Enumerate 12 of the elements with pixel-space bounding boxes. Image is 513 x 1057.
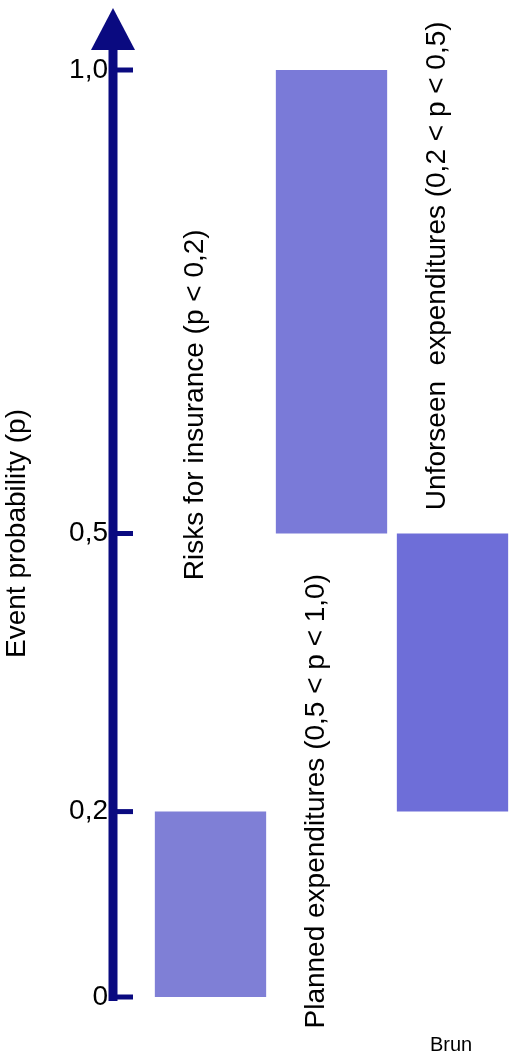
y-tick-label: 0 (92, 979, 108, 1011)
y-tick-label: 0,2 (69, 794, 108, 826)
text: Brun (430, 1032, 473, 1055)
bar (275, 70, 388, 534)
x-tick-label: Planned expenditures (0,5 < p < 1,0) (299, 573, 331, 1029)
y-tick-label: 0,5 (69, 516, 108, 548)
bar (154, 811, 267, 997)
y-axis-title: Event probability (p) (0, 408, 31, 659)
bar (396, 533, 509, 812)
x-tick-label: Risks for insurance (p < 0,2) (178, 229, 210, 581)
y-tick-label: 1,0 (69, 52, 108, 84)
x-tick-label: Unforseen expenditures (0,2 < p < 0,5) (420, 21, 452, 511)
